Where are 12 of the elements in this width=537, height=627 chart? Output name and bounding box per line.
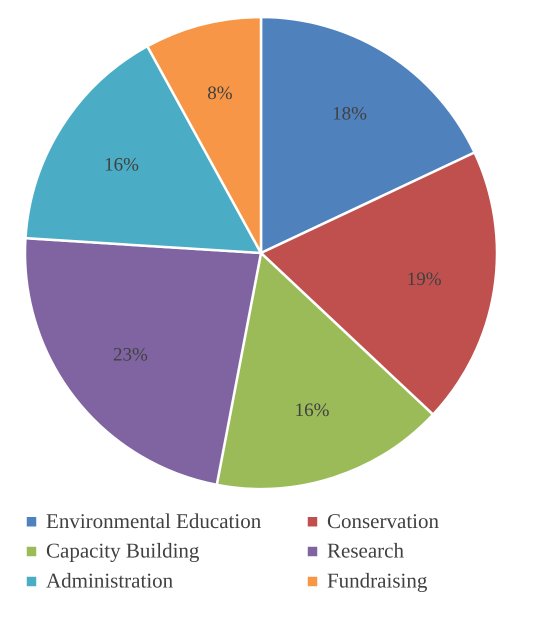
data-label: 19% (406, 268, 442, 290)
legend-label: Administration (46, 568, 174, 592)
legend-label: Conservation (327, 508, 440, 533)
legend-label: Capacity Building (46, 538, 200, 562)
data-label: 8% (207, 82, 233, 104)
data-label: 16% (104, 154, 140, 176)
legend-label: Fundraising (327, 568, 428, 592)
data-label: 23% (113, 344, 148, 366)
legend-label: Environmental Education (46, 508, 262, 533)
legend-label: Research (327, 538, 404, 562)
data-label: 16% (294, 400, 330, 422)
data-label: 18% (332, 104, 368, 125)
